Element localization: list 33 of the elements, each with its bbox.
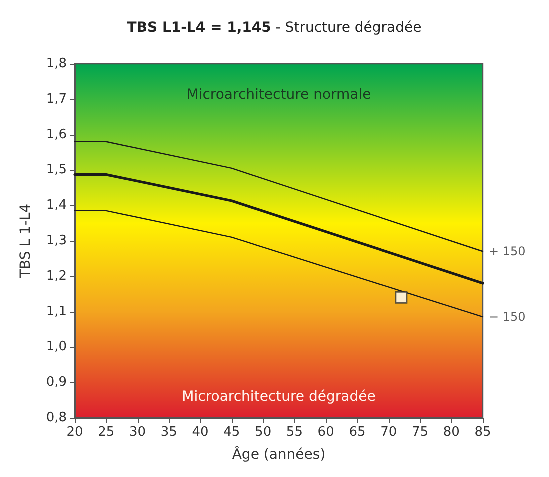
- x-tick-label: 25: [98, 425, 115, 440]
- y-tick-label: 1,0: [46, 340, 67, 355]
- x-tick-label: 85: [474, 425, 492, 440]
- chart-subtitle: - Structure dégradée: [271, 20, 422, 36]
- y-tick-label: 1,4: [46, 198, 67, 214]
- y-tick-label: 1,2: [46, 268, 67, 284]
- y-tick-label: 1,5: [46, 162, 67, 178]
- annotation: − 150: [489, 310, 526, 324]
- x-tick-label: 40: [192, 425, 209, 440]
- y-tick-label: 0,8: [46, 410, 67, 426]
- y-tick-label: 1,7: [46, 92, 67, 107]
- x-tick-label: 75: [412, 425, 429, 440]
- x-tick-label: 20: [66, 425, 84, 440]
- y-axis-title: TBS L 1-L4: [18, 204, 34, 280]
- annotation: Microarchitecture dégradée: [182, 389, 376, 405]
- x-tick-label: 55: [286, 425, 303, 440]
- y-tick-label: 0,9: [46, 375, 67, 390]
- y-tick-label: 1,1: [46, 304, 67, 320]
- y-tick-label: 1,6: [46, 127, 67, 142]
- x-tick-label: 35: [160, 425, 178, 440]
- y-tick-label: 1,8: [46, 56, 67, 72]
- annotation: Microarchitecture normale: [186, 87, 372, 103]
- x-tick-label: 60: [318, 425, 334, 440]
- x-tick-label: 70: [380, 425, 398, 440]
- x-tick-label: 65: [349, 425, 366, 440]
- annotation: + 150: [489, 244, 526, 259]
- chart-title: TBS L1-L4 = 1,145: [127, 20, 272, 36]
- x-tick-label: 45: [224, 425, 240, 440]
- x-tick-label: 30: [129, 425, 146, 440]
- x-axis-title: Âge (années): [232, 446, 326, 463]
- x-tick-label: 50: [255, 425, 272, 440]
- y-tick-label: 1,3: [46, 234, 67, 248]
- x-tick-label: 80: [443, 425, 460, 440]
